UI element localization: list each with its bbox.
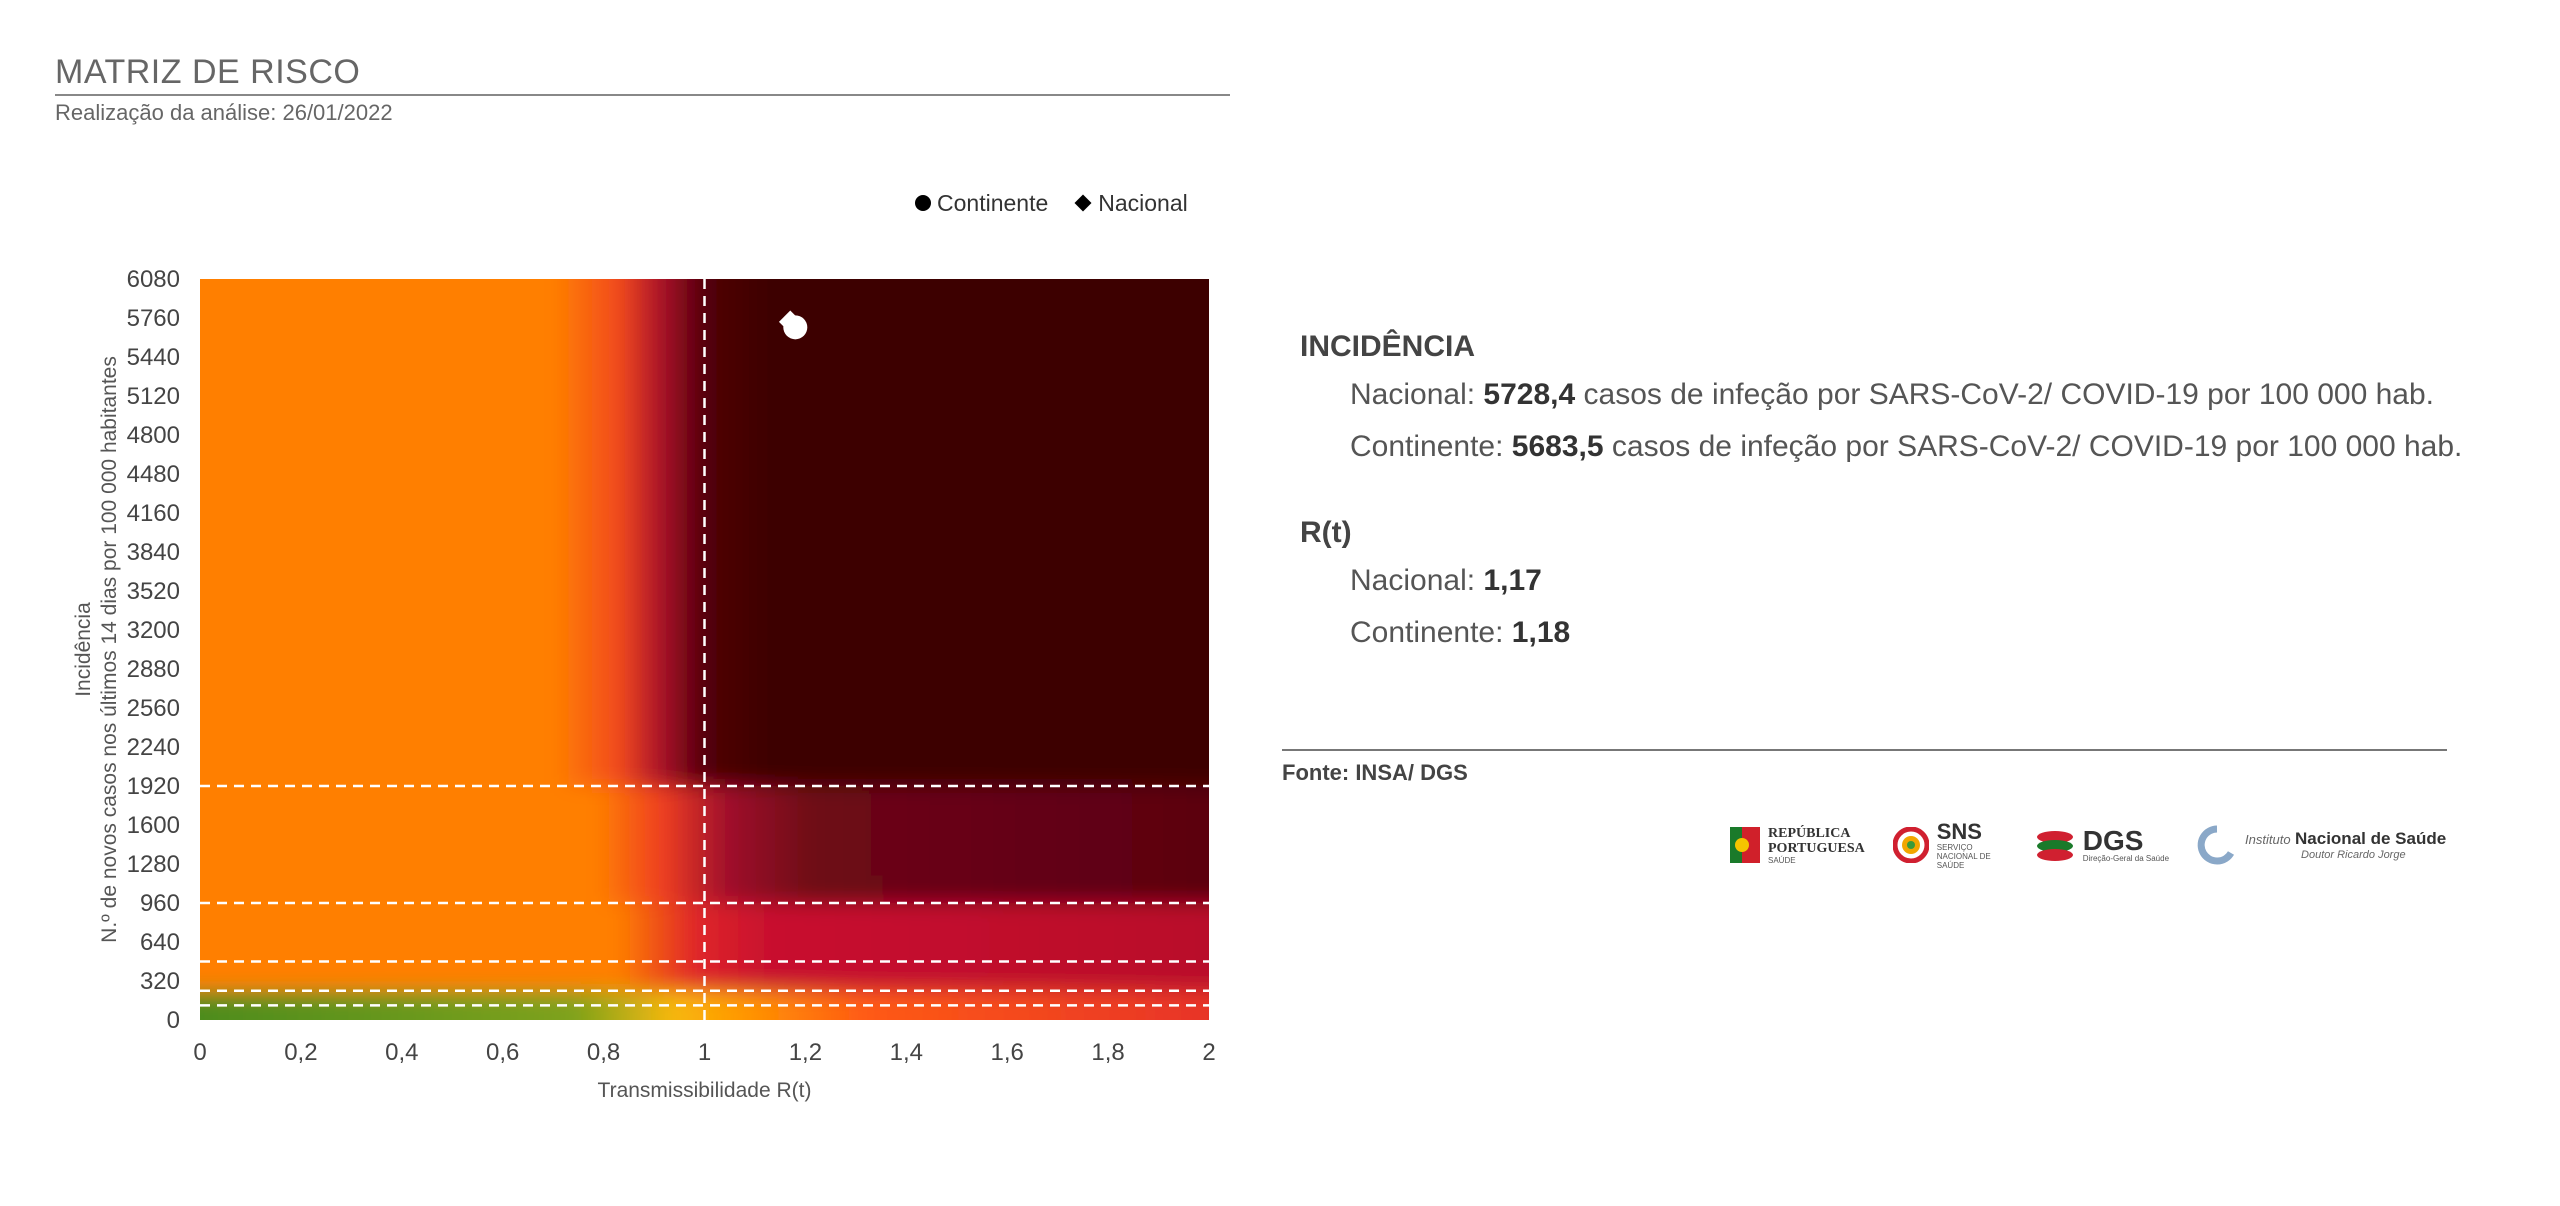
y-axis-label-line1: Incidência [72,602,95,697]
rt-title: R(t) [1300,516,1352,549]
logo-insa: Instituto Nacional de Saúde Doutor Ricar… [2197,825,2446,865]
circle-marker-icon [915,195,931,211]
logo-sns: SNS SERVIÇO NACIONAL DE SAÚDE [1892,818,2007,870]
incidencia-continente-value: 5683,5 [1511,430,1604,463]
divider [1282,749,2447,751]
info-panel: INCIDÊNCIA Nacional: 5728,4 casos de inf… [1300,330,2500,668]
y-tick-label: 640 [140,929,180,956]
y-tick-label: 4800 [127,422,180,449]
y-tick-label: 1920 [127,773,180,800]
republica-line1: REPÚBLICA [1768,825,1851,841]
y-tick-label: 5440 [127,344,180,371]
legend-label-continente: Continente [937,189,1049,216]
y-axis-label-line2: N.º de novos casos nos últimos 14 dias p… [98,356,121,943]
insa-sub: Doutor Ricardo Jorge [2301,849,2406,861]
y-tick-label: 4160 [127,500,180,527]
rt-continente: Continente: 1,18 [1350,616,2500,650]
incidencia-nacional: Nacional: 5728,4 casos de infeção por SA… [1350,378,2500,412]
x-tick-label: 1,8 [1091,1039,1124,1066]
source-note: Fonte: INSA/ DGS [1282,760,1468,785]
sns-sub: SERVIÇO NACIONAL DE SAÚDE [1936,842,1991,870]
y-tick-label: 2880 [127,656,180,683]
incidencia-nacional-label: Nacional: [1350,378,1476,411]
y-tick-label: 2560 [127,695,180,722]
republica-sub: SAÚDE [1768,855,1796,865]
sns-icon [1892,827,1929,863]
y-tick-label: 5120 [127,383,180,410]
dgs-icon [2036,831,2073,861]
point-continente [783,315,808,340]
insa-name: Nacional de Saúde [2295,829,2447,848]
rt-continente-label: Continente: [1350,616,1504,649]
y-tick-label: 3840 [127,539,180,566]
insa-prefix: Instituto [2245,832,2291,847]
dgs-text: DGS [2082,824,2144,856]
incidencia-nacional-suffix: casos de infeção por SARS-CoV-2/ COVID-1… [1583,378,2435,411]
incidencia-title: INCIDÊNCIA [1300,330,1476,363]
y-tick-label: 3200 [127,617,180,644]
rt-nacional-label: Nacional: [1350,564,1476,597]
x-tick-label: 1,2 [789,1039,822,1066]
dgs-sub: Direção-Geral da Saúde [2082,853,2170,863]
sns-text: SNS [1936,818,1982,844]
legend-item-continente: Continente [915,190,1048,217]
reference-lines [200,279,1209,1020]
y-axis-ticks: 0 320 640 960 1280 1600 1920 2240 2560 2880 3200 35… [127,266,180,1034]
legend-label-nacional: Nacional [1098,189,1188,216]
x-tick-label: 0,2 [284,1039,317,1066]
y-tick-label: 960 [140,890,180,917]
y-tick-label: 0 [167,1007,180,1034]
republica-line2: PORTUGUESA [1768,840,1865,856]
x-tick-label: 1,4 [890,1039,923,1066]
page-subtitle: Realização da análise: 26/01/2022 [55,100,393,125]
x-tick-label: 0 [193,1039,206,1066]
page-title: MATRIZ DE RISCO [55,52,1230,96]
y-tick-label: 6080 [127,266,180,293]
logos-strip: REPÚBLICA PORTUGUESA SAÚDE SNS SERVIÇO N… [1730,815,2450,875]
y-tick-label: 5760 [127,305,180,332]
incidencia-continente-label: Continente: [1350,430,1504,463]
y-tick-label: 1600 [127,812,180,839]
incidencia-continente: Continente: 5683,5 casos de infeção por … [1350,430,2500,464]
incidencia-nacional-value: 5728,4 [1483,378,1576,411]
y-tick-label: 1280 [127,851,180,878]
x-tick-label: 1 [698,1039,711,1066]
x-tick-label: 0,4 [385,1039,418,1066]
chart-legend: Continente Nacional [915,186,1205,220]
insa-icon [2197,825,2235,865]
legend-item-nacional: Nacional [1074,190,1188,217]
x-tick-label: 2 [1202,1039,1215,1066]
rt-nacional-value: 1,17 [1483,564,1542,597]
logo-dgs: DGS Direção-Geral da Saúde [2035,824,2170,863]
x-tick-label: 1,6 [991,1039,1024,1066]
x-axis-label: Transmissibilidade R(t) [598,1079,812,1102]
y-tick-label: 4480 [127,461,180,488]
y-tick-label: 320 [140,968,180,995]
x-tick-label: 0,6 [486,1039,519,1066]
rt-nacional: Nacional: 1,17 [1350,564,2500,598]
data-points [778,310,808,340]
rt-continente-value: 1,18 [1511,616,1571,649]
x-tick-label: 0,8 [587,1039,620,1066]
logo-republica-portuguesa: REPÚBLICA PORTUGUESA SAÚDE [1730,823,1865,867]
y-tick-label: 3520 [127,578,180,605]
incidencia-continente-suffix: casos de infeção por SARS-CoV-2/ COVID-1… [1611,430,2463,463]
x-axis-ticks: 0 0,2 0,4 0,6 0,8 1 1,2 1,4 1,6 1,8 2 [193,1039,1215,1066]
portugal-flag-icon [1730,827,1760,863]
y-tick-label: 2240 [127,734,180,761]
